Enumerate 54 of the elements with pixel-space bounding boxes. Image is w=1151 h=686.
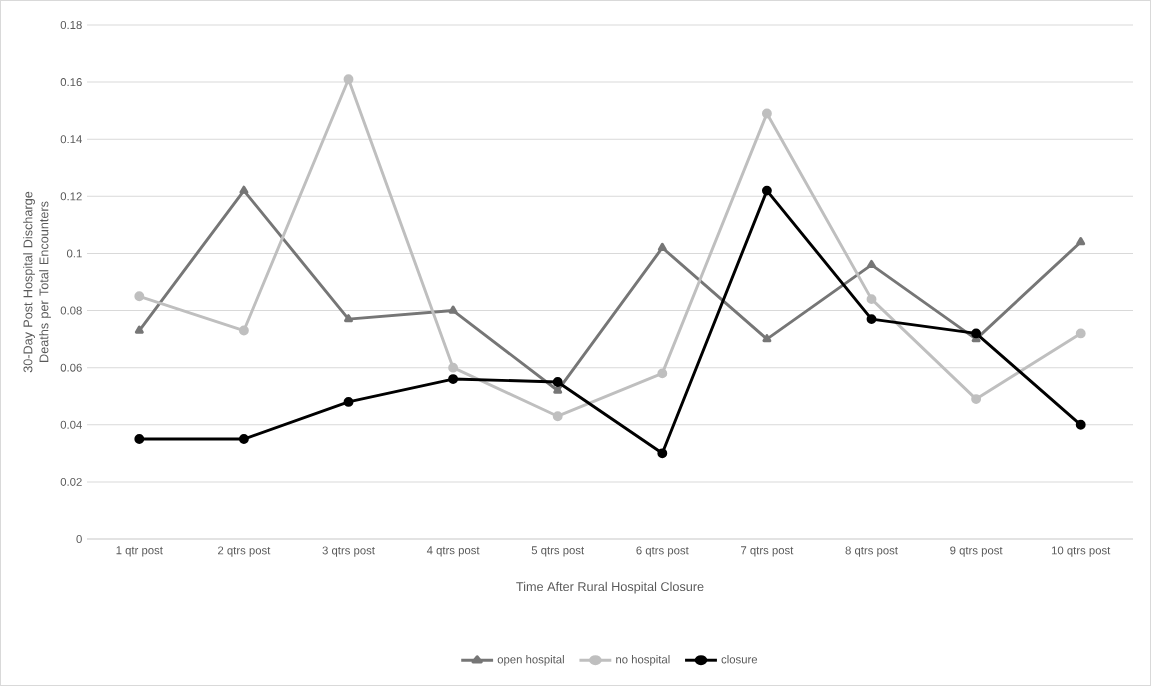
- y-tick-label: 0.16: [60, 78, 82, 87]
- point: [1075, 328, 1086, 339]
- y-tick-label: 0.1: [66, 249, 82, 258]
- y-tick-label: 0.02: [60, 477, 82, 486]
- point: [657, 242, 667, 251]
- legend-label: no hospital: [616, 655, 670, 666]
- point: [238, 434, 249, 444]
- x-tick-label: 1 qtr post: [116, 546, 163, 557]
- point: [552, 411, 563, 422]
- point: [971, 394, 982, 405]
- legend-label: open hospital: [497, 655, 564, 666]
- point: [761, 108, 772, 119]
- point: [1075, 419, 1086, 430]
- y-tick-label: 0.08: [60, 306, 82, 315]
- x-axis-title: Time After Rural Hospital Closure: [516, 581, 704, 594]
- point: [761, 185, 772, 196]
- y-tick-label: 0.14: [60, 135, 82, 144]
- point: [657, 368, 668, 379]
- point: [1076, 237, 1086, 246]
- point: [553, 385, 563, 394]
- x-tick-label: 6 qtrs post: [636, 546, 689, 557]
- y-tick-label: 0.06: [60, 363, 82, 372]
- x-tick-label: 10 qtrs post: [1051, 546, 1111, 557]
- point: [762, 334, 772, 343]
- point: [134, 291, 145, 302]
- point: [867, 259, 876, 269]
- point: [971, 328, 982, 339]
- point: [239, 185, 249, 194]
- x-tick-label: 2 qtrs post: [218, 546, 271, 557]
- x-tick-label: 5 qtrs post: [531, 546, 585, 557]
- legend-label: closure: [721, 655, 758, 664]
- point: [343, 74, 354, 85]
- point: [343, 397, 354, 407]
- point: [238, 325, 249, 336]
- point: [134, 325, 144, 334]
- y-tick-label: 0.12: [60, 192, 82, 201]
- point: [448, 362, 459, 373]
- point: [448, 374, 459, 385]
- x-tick-label: 4 qtrs post: [426, 546, 480, 557]
- point: [552, 377, 563, 387]
- x-tick-label: 7 qtrs post: [741, 546, 794, 557]
- x-tick-label: 3 qtrs post: [322, 546, 375, 557]
- point: [448, 305, 458, 314]
- y-tick-label: 0.18: [60, 20, 82, 29]
- point: [657, 448, 668, 459]
- point: [866, 294, 877, 305]
- x-tick-label: 8 qtrs post: [845, 546, 898, 557]
- point: [134, 434, 145, 444]
- y-axis-title: 30-Day Post Hospital Discharge Deaths per Total Encounters: [23, 191, 51, 373]
- point: [866, 314, 877, 325]
- point: [344, 314, 353, 323]
- x-tick-label: 9 qtrs post: [950, 546, 1003, 557]
- y-tick-label: 0: [76, 535, 82, 544]
- y-tick-label: 0.04: [60, 420, 82, 429]
